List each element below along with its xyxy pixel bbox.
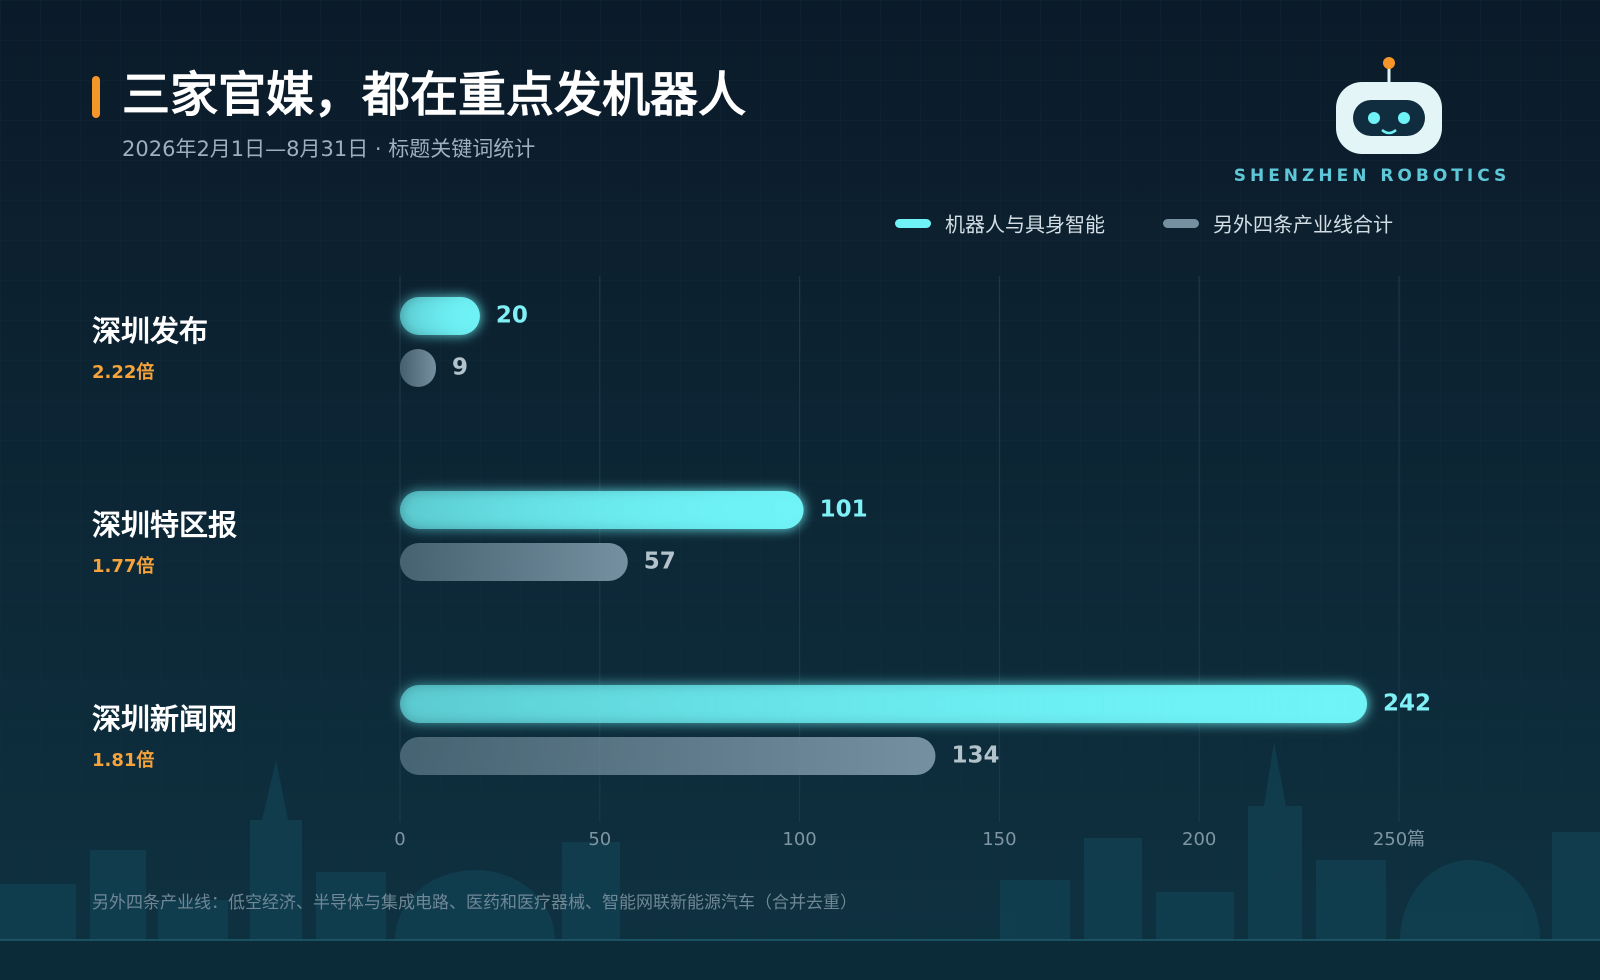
category-label: 深圳特区报	[92, 508, 237, 542]
bar	[400, 297, 480, 335]
robot-logo	[1336, 57, 1442, 154]
legend-marker	[895, 219, 931, 228]
bar	[400, 349, 436, 387]
brand: SHENZHEN ROBOTICS	[1234, 166, 1511, 186]
x-tick-label: 100	[782, 829, 816, 850]
value-label: 101	[820, 497, 868, 523]
category-note: 2.22倍	[92, 361, 154, 383]
skyline	[0, 742, 1600, 940]
category-note: 1.81倍	[92, 749, 154, 771]
legend-label: 机器人与具身智能	[945, 213, 1105, 237]
x-tick-label: 0	[394, 829, 405, 850]
bar	[400, 685, 1368, 723]
value-label: 9	[452, 355, 468, 381]
value-label: 134	[951, 743, 999, 769]
footer-band	[0, 940, 1600, 980]
category-note: 1.77倍	[92, 555, 154, 577]
value-label: 20	[496, 303, 528, 329]
x-tick-label: 150	[982, 829, 1016, 850]
category-label: 深圳新闻网	[92, 702, 237, 736]
x-tick-label: 250篇	[1373, 829, 1425, 850]
legend-label: 另外四条产业线合计	[1213, 213, 1393, 237]
chart-subtitle: 2026年2月1日—8月31日 · 标题关键词统计	[122, 137, 535, 161]
title-accent	[92, 76, 100, 118]
category-label: 深圳发布	[92, 314, 208, 348]
footnote: 另外四条产业线：低空经济、半导体与集成电路、医药和医疗器械、智能网联新能源汽车（…	[92, 893, 857, 913]
x-tick-label: 200	[1182, 829, 1216, 850]
bar	[400, 543, 628, 581]
bar	[400, 737, 936, 775]
chart-title: 三家官媒，都在重点发机器人	[122, 67, 746, 123]
bar	[400, 491, 804, 529]
value-label: 57	[644, 549, 676, 575]
value-label: 242	[1383, 691, 1431, 717]
x-tick-label: 50	[588, 829, 611, 850]
legend-marker	[1163, 219, 1199, 228]
